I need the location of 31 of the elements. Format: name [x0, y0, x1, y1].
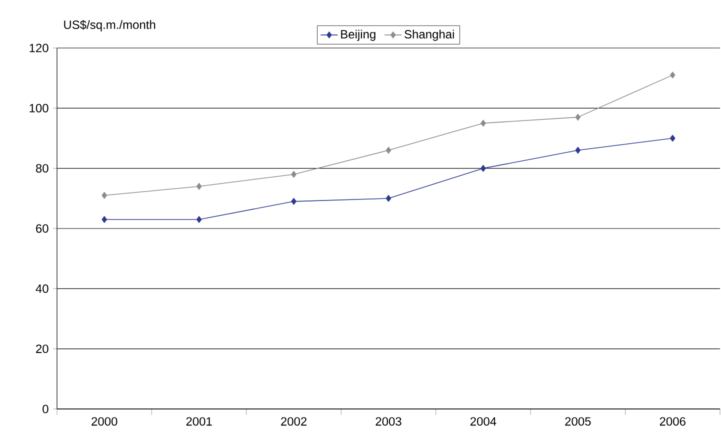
point	[196, 216, 202, 223]
point	[291, 170, 296, 178]
x-tick-label: 2001	[186, 417, 212, 426]
y-tick-label: 100	[30, 104, 48, 112]
point	[102, 192, 108, 199]
legend-label: Beijing	[341, 30, 376, 41]
y-axis-title: US$/sq.m./month	[64, 20, 156, 32]
point	[386, 146, 392, 154]
x-tick-label: 2002	[281, 417, 307, 426]
x-tick-label: 2006	[660, 417, 686, 426]
point	[386, 195, 392, 202]
point	[575, 146, 581, 154]
y-tick-label: 80	[36, 164, 48, 173]
legend-label: Shanghai	[404, 30, 454, 41]
point	[291, 198, 296, 205]
point	[670, 134, 676, 142]
x-tick-label: 2003	[376, 417, 402, 426]
point	[480, 120, 486, 127]
point	[480, 164, 486, 172]
y-tick-label: 40	[36, 284, 48, 293]
x-tick-label: 2004	[470, 417, 496, 426]
y-tick-label: 60	[36, 224, 48, 233]
y-tick-label: 20	[36, 344, 48, 354]
point	[102, 216, 108, 223]
point	[575, 114, 581, 121]
y-tick-label: 0	[42, 404, 48, 414]
x-tick-label: 2000	[92, 417, 118, 426]
y-tick-label: 120	[30, 44, 48, 52]
point	[196, 182, 202, 190]
point	[670, 72, 676, 78]
x-tick-label: 2005	[565, 417, 591, 426]
